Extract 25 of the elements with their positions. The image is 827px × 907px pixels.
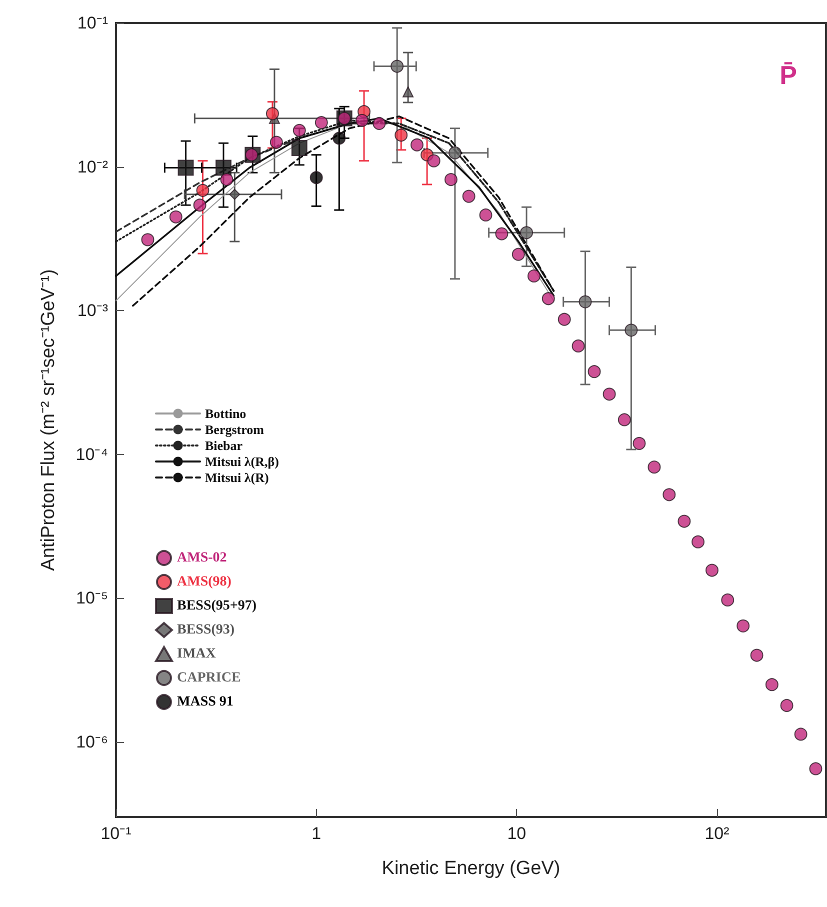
x-tick-label: 1 <box>312 824 322 843</box>
y-tick-label: 10⁻⁵ <box>76 588 108 608</box>
y-tick-label: 10⁻⁴ <box>76 444 108 464</box>
legend-label: CAPRICE <box>177 670 241 686</box>
legend-label: IMAX <box>177 646 216 662</box>
x-tick-label: 10⁻¹ <box>100 824 132 843</box>
x-tick-label: 10² <box>704 824 730 843</box>
legend-label: Bottino <box>205 406 246 421</box>
legend-label: AMS-02 <box>177 550 227 566</box>
legend-label: BESS(93) <box>177 622 235 638</box>
x-axis-title: Kinetic Energy (GeV) <box>382 858 560 879</box>
x-tick-label: 10 <box>507 824 526 843</box>
annotation: P̄ <box>780 60 797 90</box>
legend-label: Biebar <box>205 438 243 453</box>
legend-label: AMS(98) <box>177 574 232 590</box>
y-axis-title: AntiProton Flux (m⁻² sr⁻¹sec⁻¹GeV⁻¹) <box>38 269 59 571</box>
legend-label: Mitsui λ(R) <box>205 470 269 485</box>
y-tick-label: 10⁻¹ <box>77 14 108 32</box>
y-tick-label: 10⁻² <box>77 157 108 176</box>
legend-label: MASS 91 <box>177 694 234 710</box>
legend-label: BESS(95+97) <box>177 598 257 614</box>
legend-label: Bergstrom <box>205 422 264 437</box>
y-tick-label: 10⁻³ <box>77 301 108 320</box>
y-tick-label: 10⁻⁶ <box>76 732 108 752</box>
legend-label: Mitsui λ(R,β) <box>205 454 279 469</box>
